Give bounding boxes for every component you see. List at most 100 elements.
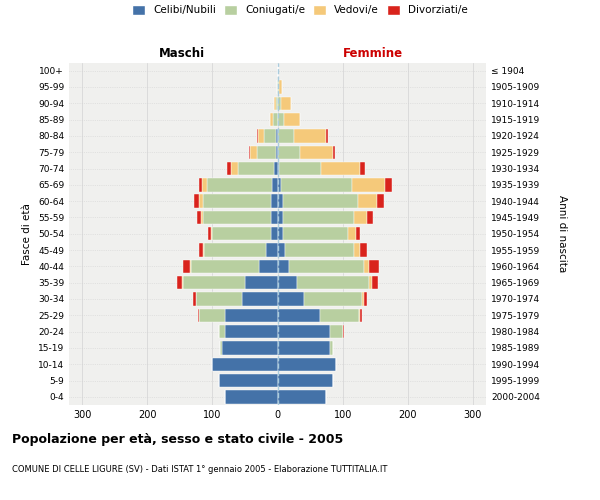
Bar (202, 178, 207, 192)
Bar (250, 146, 257, 159)
Bar (199, 308, 226, 322)
Bar (329, 325, 343, 338)
Bar (219, 325, 226, 338)
Bar (297, 276, 369, 289)
Bar (245, 276, 277, 289)
Bar (281, 96, 290, 110)
Text: COMUNE DI CELLE LIGURE (SV) - Dati ISTAT 1° gennaio 2005 - Elaborazione TUTTITAL: COMUNE DI CELLE LIGURE (SV) - Dati ISTAT… (12, 466, 388, 474)
Bar (230, 162, 238, 175)
Bar (265, 129, 276, 142)
Bar (369, 276, 372, 289)
Bar (220, 341, 222, 354)
Bar (301, 146, 333, 159)
Bar (275, 96, 277, 110)
Bar (277, 325, 329, 338)
Bar (273, 113, 277, 126)
Bar (199, 244, 203, 256)
Bar (182, 276, 183, 289)
Bar (197, 211, 200, 224)
Text: Femmine: Femmine (343, 47, 403, 60)
Bar (277, 244, 286, 256)
Bar (276, 146, 277, 159)
Bar (212, 358, 277, 371)
Bar (277, 308, 320, 322)
Bar (271, 194, 277, 208)
Bar (196, 292, 242, 306)
Bar (203, 194, 271, 208)
Bar (277, 96, 281, 110)
Bar (286, 244, 354, 256)
Bar (277, 80, 279, 94)
Bar (370, 260, 379, 273)
Bar (277, 113, 284, 126)
Bar (364, 260, 370, 273)
Bar (360, 162, 365, 175)
Bar (277, 341, 329, 354)
Bar (177, 276, 182, 289)
Bar (277, 178, 281, 192)
Bar (198, 308, 199, 322)
Bar (372, 276, 379, 289)
Bar (277, 227, 283, 240)
Bar (269, 113, 273, 126)
Bar (276, 129, 277, 142)
Bar (226, 325, 277, 338)
Bar (283, 211, 355, 224)
Bar (320, 308, 359, 322)
Bar (360, 244, 367, 256)
Bar (183, 260, 190, 273)
Bar (364, 292, 367, 306)
Bar (190, 260, 191, 273)
Bar (199, 178, 202, 192)
Bar (304, 292, 362, 306)
Bar (199, 194, 203, 208)
Bar (343, 325, 344, 338)
Bar (226, 390, 277, 404)
Text: Popolazione per età, sesso e stato civile - 2005: Popolazione per età, sesso e stato civil… (12, 432, 343, 446)
Bar (266, 244, 277, 256)
Bar (271, 227, 277, 240)
Bar (294, 129, 326, 142)
Bar (183, 276, 245, 289)
Bar (348, 227, 356, 240)
Bar (191, 260, 259, 273)
Bar (219, 374, 277, 387)
Bar (277, 129, 294, 142)
Bar (358, 194, 377, 208)
Bar (259, 260, 277, 273)
Bar (257, 146, 276, 159)
Bar (203, 244, 204, 256)
Bar (362, 292, 364, 306)
Bar (194, 194, 199, 208)
Bar (222, 341, 277, 354)
Bar (274, 162, 277, 175)
Bar (249, 146, 250, 159)
Y-axis label: Fasce di età: Fasce di età (22, 203, 32, 264)
Bar (277, 390, 326, 404)
Bar (354, 244, 360, 256)
Bar (355, 211, 367, 224)
Bar (367, 211, 373, 224)
Bar (193, 292, 196, 306)
Bar (226, 308, 277, 322)
Bar (326, 129, 328, 142)
Bar (360, 308, 362, 322)
Bar (279, 80, 282, 94)
Bar (277, 260, 289, 273)
Bar (321, 162, 360, 175)
Bar (258, 129, 265, 142)
Bar (284, 113, 301, 126)
Bar (203, 211, 271, 224)
Bar (227, 162, 230, 175)
Bar (352, 178, 385, 192)
Bar (277, 358, 336, 371)
Bar (333, 146, 335, 159)
Bar (277, 374, 333, 387)
Legend: Celibi/Nubili, Coniugati/e, Vedovi/e, Divorziati/e: Celibi/Nubili, Coniugati/e, Vedovi/e, Di… (132, 5, 468, 15)
Bar (200, 211, 203, 224)
Bar (277, 194, 283, 208)
Bar (271, 211, 277, 224)
Bar (356, 227, 359, 240)
Bar (277, 276, 297, 289)
Bar (274, 96, 275, 110)
